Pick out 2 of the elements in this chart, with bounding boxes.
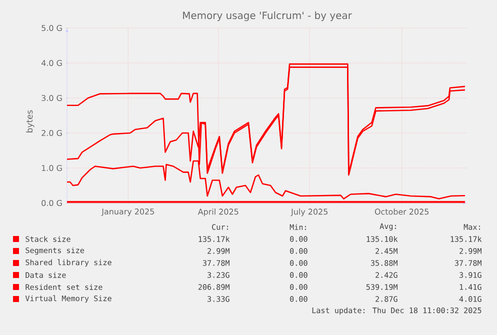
- y-axis-title: bytes: [26, 110, 34, 132]
- chart-title: Memory usage 'Fulcrum' - by year: [183, 11, 352, 22]
